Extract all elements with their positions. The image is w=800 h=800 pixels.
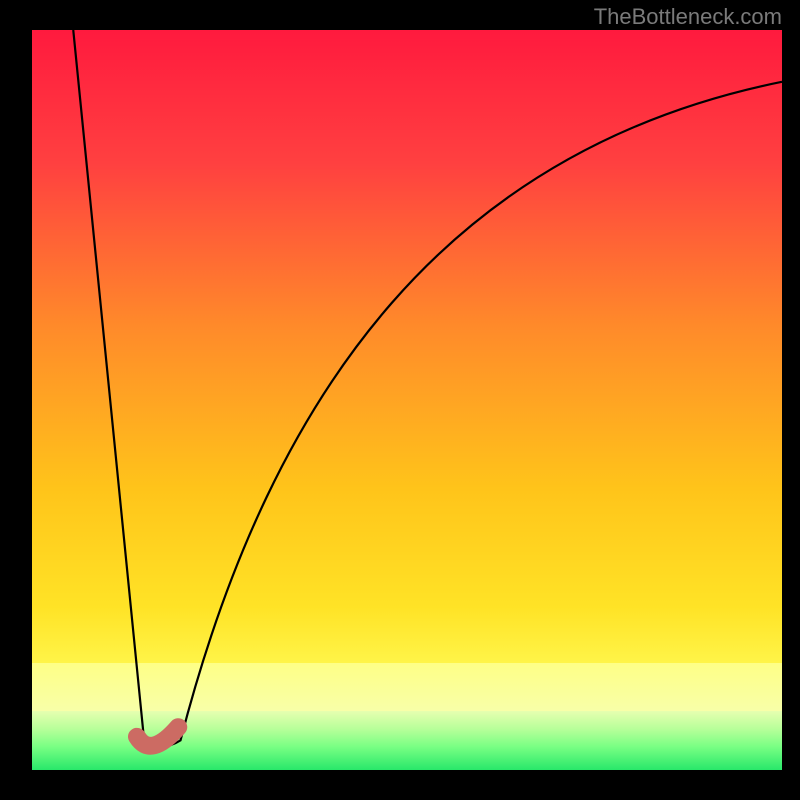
chart-canvas: TheBottleneck.com	[0, 0, 800, 800]
watermark-text: TheBottleneck.com	[594, 4, 782, 30]
bottleneck-curve	[73, 30, 782, 747]
plot-area	[32, 30, 782, 770]
curve-layer	[32, 30, 782, 770]
